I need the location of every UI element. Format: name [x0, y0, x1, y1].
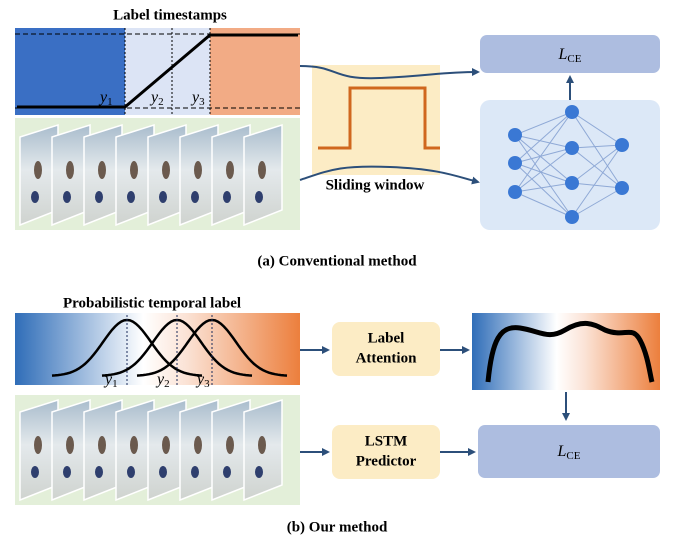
skater [34, 161, 42, 179]
shadow [31, 191, 39, 203]
node [508, 156, 522, 170]
skater [162, 436, 170, 454]
skater [258, 436, 266, 454]
caption: (a) Conventional method [257, 253, 417, 269]
shadow [159, 466, 167, 478]
caption: (b) Our method [287, 519, 388, 535]
loss-sub: CE [567, 53, 581, 65]
title: Label timestamps [113, 7, 227, 23]
predictor-label: LSTM [365, 433, 408, 449]
node [508, 185, 522, 199]
y-sub: 2 [164, 378, 170, 390]
shadow [223, 466, 231, 478]
shadow [95, 191, 103, 203]
title: Probabilistic temporal label [63, 295, 241, 311]
skater [226, 436, 234, 454]
shadow [95, 466, 103, 478]
page: {"top": {"title": "Label timestamps", "y… [0, 0, 675, 543]
y-sub: 1 [112, 378, 118, 390]
skater [34, 436, 42, 454]
loss-var: L [557, 443, 567, 460]
skater [226, 161, 234, 179]
shadow [159, 191, 167, 203]
attention-label: Label [368, 330, 405, 346]
y-sub: 3 [204, 378, 210, 390]
skater [162, 161, 170, 179]
node [508, 128, 522, 142]
y-sub: 2 [158, 96, 164, 108]
node [615, 138, 629, 152]
loss-sub: CE [566, 450, 580, 462]
shadow [223, 191, 231, 203]
window-box [312, 65, 440, 175]
y-sub: 3 [199, 96, 205, 108]
y-sub: 1 [107, 96, 113, 108]
skater [66, 436, 74, 454]
shadow [191, 191, 199, 203]
shadow [31, 466, 39, 478]
skater [66, 161, 74, 179]
window-label: Sliding window [326, 177, 425, 193]
shadow [191, 466, 199, 478]
node [565, 210, 579, 224]
skater [130, 436, 138, 454]
node [615, 181, 629, 195]
skater [258, 161, 266, 179]
shadow [63, 191, 71, 203]
loss-var: L [558, 46, 568, 63]
shadow [63, 466, 71, 478]
node [565, 141, 579, 155]
skater [194, 161, 202, 179]
diagram: Label timestamps y1y2y3 Sliding window L… [0, 0, 675, 543]
output-distribution [472, 313, 660, 390]
predictor-label: Predictor [356, 453, 417, 469]
shadow [255, 466, 263, 478]
shadow [127, 466, 135, 478]
attention-label: Attention [356, 350, 417, 366]
node [565, 176, 579, 190]
skater [98, 161, 106, 179]
shadow [127, 191, 135, 203]
skater [98, 436, 106, 454]
region [210, 28, 300, 115]
skater [130, 161, 138, 179]
skater [194, 436, 202, 454]
shadow [255, 191, 263, 203]
node [565, 105, 579, 119]
